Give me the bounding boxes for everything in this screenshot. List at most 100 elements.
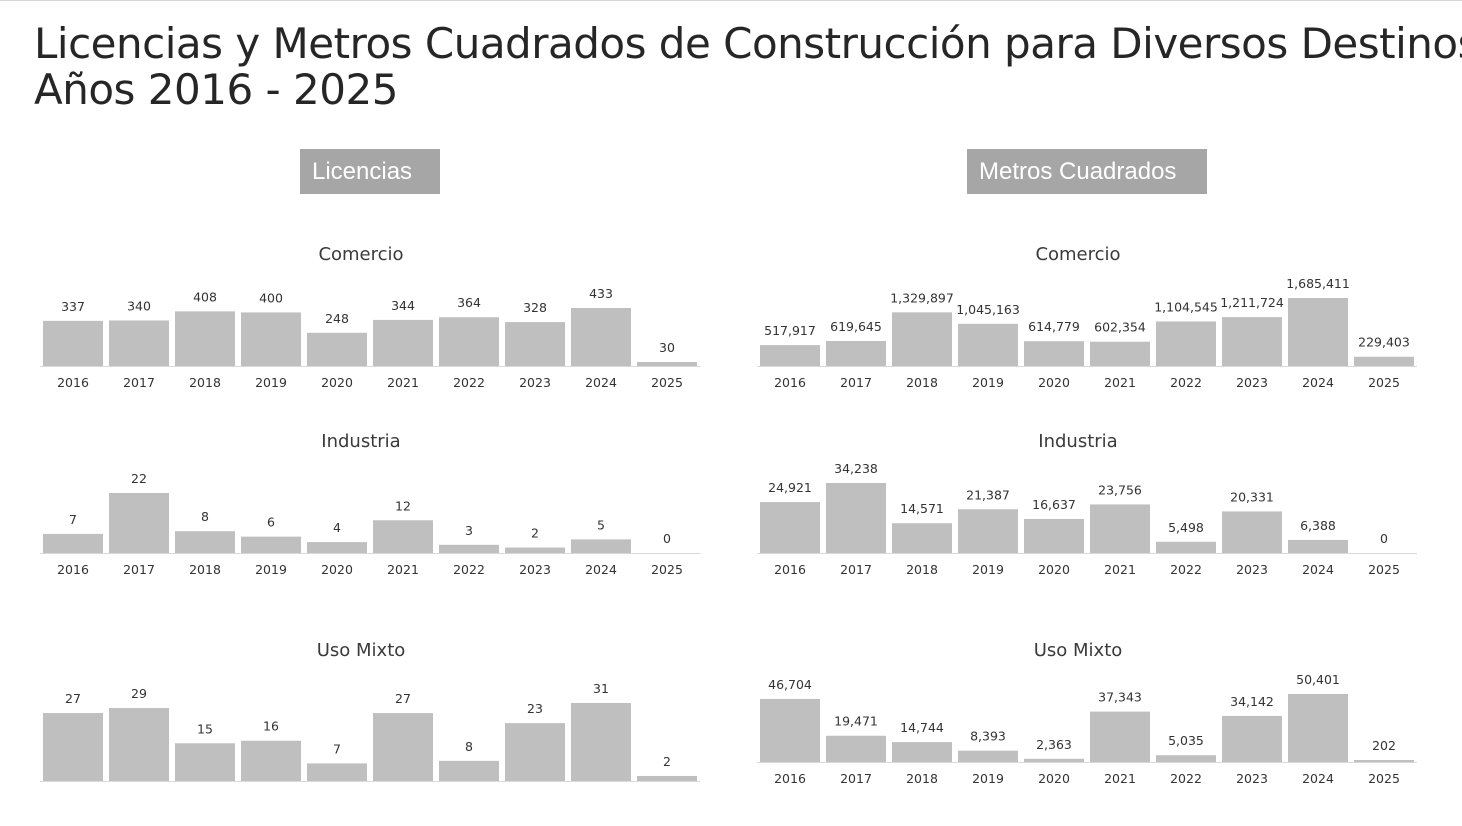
bar	[637, 361, 697, 366]
bar	[1090, 711, 1150, 762]
category-label: 2021	[387, 562, 419, 577]
data-label: 19,471	[834, 714, 878, 729]
bar	[571, 703, 631, 781]
bar	[1288, 539, 1348, 553]
chart-licencias-industria: Industria7201622201782018620194202012202…	[40, 431, 700, 577]
chart-metros-comercio: Comercio 517,917 2016 619,645 2017 1,329,897 2…	[757, 244, 1417, 390]
data-label: 37,343	[1098, 690, 1142, 705]
data-label: 517,917	[764, 323, 816, 338]
data-label: 16	[263, 719, 279, 734]
category-label: 2017	[840, 375, 872, 390]
category-label: 2018	[906, 771, 938, 786]
data-label: 614,779	[1028, 319, 1080, 334]
bar	[373, 319, 433, 366]
bar	[505, 322, 565, 366]
bar	[1024, 758, 1084, 762]
data-label: 0	[1380, 531, 1388, 546]
data-label: 4	[333, 520, 341, 535]
data-label: 1,329,897	[890, 290, 954, 305]
data-label: 31	[593, 681, 609, 696]
bar	[826, 483, 886, 553]
category-label: 2023	[1236, 375, 1268, 390]
bar	[892, 312, 952, 366]
bar	[1354, 356, 1414, 366]
page-title-line-2: Años 2016 - 2025	[34, 65, 398, 114]
bar	[958, 509, 1018, 553]
bar	[307, 763, 367, 781]
category-label: 2024	[585, 375, 617, 390]
data-label: 408	[193, 289, 217, 304]
bar	[760, 502, 820, 553]
category-label: 2025	[1368, 562, 1400, 577]
bar	[1090, 504, 1150, 553]
chart-title: Industria	[321, 431, 400, 452]
data-label: 50,401	[1296, 672, 1340, 687]
category-label: 2023	[1236, 562, 1268, 577]
bar	[892, 742, 952, 762]
category-label: 2024	[585, 562, 617, 577]
bar	[43, 320, 103, 366]
bar	[1222, 317, 1282, 366]
bar	[1156, 541, 1216, 553]
category-label: 2024	[1302, 562, 1334, 577]
data-label: 14,744	[900, 720, 944, 735]
category-label: 2016	[774, 562, 806, 577]
category-label: 2025	[1368, 771, 1400, 786]
bar	[439, 760, 499, 781]
bar	[826, 340, 886, 366]
bar	[571, 308, 631, 366]
data-label: 400	[259, 290, 283, 305]
data-label: 340	[127, 298, 151, 313]
category-label: 2020	[1038, 375, 1070, 390]
category-label: 2022	[1170, 375, 1202, 390]
data-label: 34,142	[1230, 694, 1274, 709]
bar	[1024, 341, 1084, 366]
data-label: 7	[333, 741, 341, 756]
chart-title: Comercio	[1035, 244, 1120, 265]
data-label: 23,756	[1098, 482, 1142, 497]
category-label: 2023	[519, 375, 551, 390]
bar	[373, 713, 433, 781]
bar	[175, 531, 235, 553]
bar	[109, 708, 169, 781]
bar	[1156, 755, 1216, 762]
bar	[1222, 715, 1282, 762]
data-label: 2	[531, 526, 539, 541]
category-label: 2025	[1368, 375, 1400, 390]
data-label: 364	[457, 295, 481, 310]
bar	[637, 775, 697, 781]
bar	[958, 750, 1018, 762]
category-label: 2021	[387, 375, 419, 390]
data-label: 1,211,724	[1220, 295, 1284, 310]
bar	[307, 332, 367, 366]
category-label: 2018	[189, 562, 221, 577]
data-label: 27	[395, 691, 411, 706]
bar	[175, 311, 235, 366]
bar	[241, 312, 301, 366]
data-label: 22	[131, 471, 147, 486]
page-title: Licencias y Metros Cuadrados de Construc…	[34, 21, 1462, 113]
data-label: 46,704	[768, 677, 812, 692]
category-label: 2022	[453, 562, 485, 577]
chart-title: Uso Mixto	[1034, 640, 1123, 661]
data-label: 619,645	[830, 319, 882, 334]
category-label: 2016	[774, 375, 806, 390]
category-label: 2018	[906, 375, 938, 390]
page-title-line-1: Licencias y Metros Cuadrados de Construc…	[34, 19, 1462, 68]
category-label: 2018	[189, 375, 221, 390]
bar	[1288, 298, 1348, 366]
data-label: 16,637	[1032, 497, 1076, 512]
bar	[1024, 518, 1084, 553]
category-label: 2025	[651, 375, 683, 390]
data-label: 2,363	[1036, 737, 1072, 752]
chart-licencias-comercio: Comercio 337 2016 340 2017 408 2018 400 2019 248 2…	[40, 244, 700, 390]
bar	[571, 539, 631, 553]
data-label: 12	[395, 498, 411, 513]
category-label: 2020	[1038, 771, 1070, 786]
bar	[1222, 511, 1282, 553]
category-label: 2022	[1170, 562, 1202, 577]
data-label: 20,331	[1230, 489, 1274, 504]
category-label: 2019	[255, 562, 287, 577]
data-label: 344	[391, 298, 415, 313]
bar	[1354, 760, 1414, 762]
